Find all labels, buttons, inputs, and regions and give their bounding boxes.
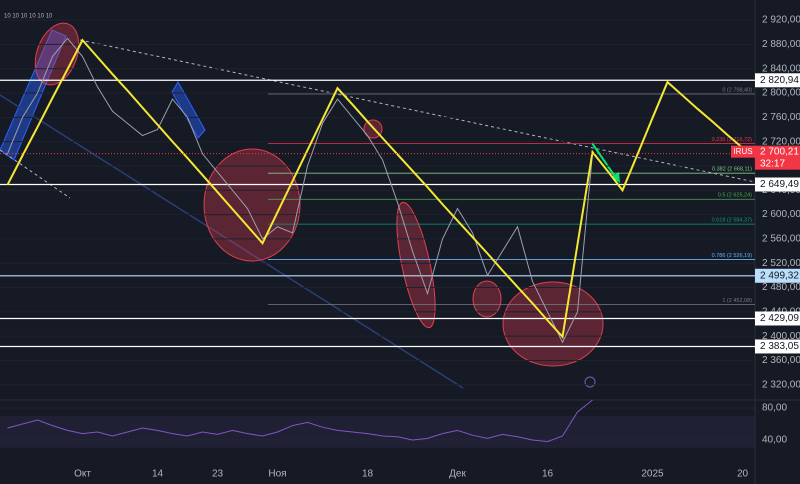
rsi-band [0, 416, 755, 448]
y-tick-label: 2 840,00 [762, 63, 800, 74]
level-label: 2 649,49 [760, 179, 799, 190]
y-tick-label: 40,00 [762, 435, 787, 446]
level-box [755, 177, 800, 192]
x-tick-label: 23 [212, 469, 224, 480]
price-line [6, 38, 744, 339]
symbol-label: IRUS [733, 147, 752, 156]
x-tick-label: 20 [737, 469, 749, 480]
y-tick-label: 2 920,00 [762, 15, 800, 26]
y-tick-label: 2 400,00 [762, 331, 800, 342]
x-tick-label: 16 [542, 469, 554, 480]
highlight [203, 148, 301, 262]
y-tick-label: 2 880,00 [762, 39, 800, 50]
trend-line [0, 94, 464, 389]
last-price-box [731, 145, 755, 158]
y-tick-label: 2 520,00 [762, 258, 800, 269]
y-tick-label: 2 720,00 [762, 136, 800, 147]
level-box [755, 339, 800, 354]
highlight [396, 201, 436, 329]
x-tick-label: 18 [362, 469, 374, 480]
level-box [755, 268, 800, 283]
indicator-label: 10 10 10 10 10 10 [4, 14, 53, 20]
level-label: 2 820,94 [760, 75, 799, 86]
y-tick-label: 2 800,00 [762, 88, 800, 99]
arrow-head [611, 172, 620, 183]
event-icon [584, 376, 596, 388]
y-tick-label: 2 320,00 [762, 379, 800, 390]
last-price-label: 2 700,21 [760, 146, 799, 157]
y-tick-label: 2 480,00 [762, 282, 800, 293]
x-tick-label: Ноя [268, 469, 286, 480]
trend-line [79, 39, 756, 183]
level-label: 2 383,05 [760, 341, 799, 352]
fib-label: 0.382 (2 668,11) [712, 167, 752, 173]
fib-label: 0 (2 798,40) [722, 87, 752, 93]
x-tick-label: Дек [449, 469, 466, 480]
level-box [755, 73, 800, 88]
x-tick-label: Окт [74, 469, 91, 480]
fib-label: 0.786 (2 526,19) [712, 253, 753, 259]
channel [171, 81, 206, 139]
y-tick-label: 2 760,00 [762, 112, 800, 123]
highlight [472, 280, 502, 318]
fib-label: 0.236 (2 716,72) [712, 137, 753, 143]
y-tick-label: 80,00 [762, 403, 787, 414]
x-tick-label: 14 [152, 469, 164, 480]
fib-label: 0.618 (2 584,37) [712, 218, 753, 224]
level-label: 2 499,32 [760, 270, 799, 281]
rsi-line [7, 399, 593, 443]
level-label: 2 429,09 [760, 313, 799, 324]
arrow [591, 142, 617, 179]
fib-label: 0.5 (2 625,24) [718, 193, 752, 199]
trend-line [0, 149, 71, 199]
level-box [755, 311, 800, 326]
y-tick-label: 2 600,00 [762, 209, 800, 220]
countdown-label: 32:17 [760, 158, 785, 169]
y-tick-label: 2 360,00 [762, 355, 800, 366]
fib-label: 1 (2 452,08) [722, 298, 752, 304]
channel [0, 29, 67, 161]
y-tick-label: 2 560,00 [762, 234, 800, 245]
x-tick-label: 2025 [641, 469, 664, 480]
last-price-box [755, 145, 800, 170]
